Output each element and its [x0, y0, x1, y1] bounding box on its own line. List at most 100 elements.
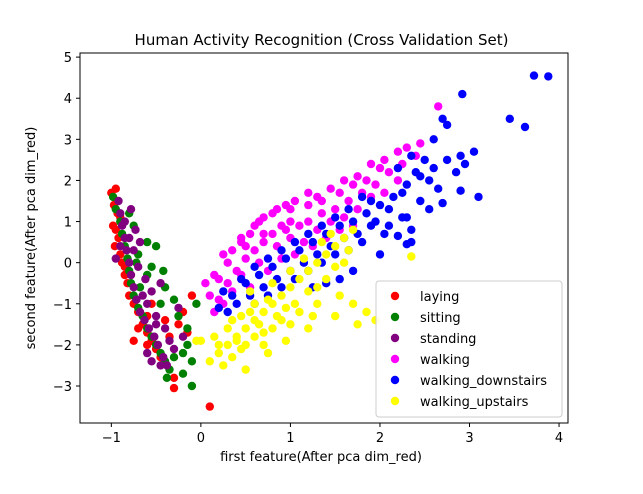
point-walking_downstairs: [402, 180, 411, 189]
point-walking: [393, 176, 403, 185]
point-walking_downstairs: [442, 120, 452, 130]
point-standing: [140, 316, 149, 325]
chart-title: Human Activity Recognition (Cross Valida…: [135, 31, 509, 49]
point-laying: [134, 324, 143, 333]
point-walking_upstairs: [335, 291, 344, 300]
point-walking_downstairs: [425, 176, 434, 185]
x-tick-label: 4: [555, 431, 563, 446]
point-walking_downstairs: [317, 221, 326, 230]
point-standing: [120, 217, 129, 226]
x-tick-label: −1: [102, 431, 121, 446]
point-walking_upstairs: [313, 299, 322, 308]
point-walking_downstairs: [254, 270, 264, 280]
point-walking_upstairs: [353, 320, 362, 329]
point-walking: [228, 246, 237, 255]
point-walking_downstairs: [416, 196, 425, 206]
point-standing: [165, 336, 174, 345]
point-standing: [169, 344, 179, 354]
point-walking_downstairs: [398, 213, 407, 222]
point-walking_upstairs: [290, 299, 300, 308]
point-walking: [384, 168, 394, 177]
point-walking: [250, 246, 259, 255]
point-walking_upstairs: [281, 336, 291, 345]
point-walking_upstairs: [241, 365, 250, 374]
y-tick-label: −1: [53, 298, 72, 313]
point-standing: [132, 295, 141, 304]
point-walking_upstairs: [259, 340, 268, 350]
point-sitting: [156, 299, 165, 308]
point-standing: [150, 332, 159, 341]
point-walking_upstairs: [304, 324, 313, 333]
point-walking_upstairs: [250, 299, 259, 308]
point-sitting: [178, 369, 188, 378]
point-walking: [304, 188, 313, 197]
point-walking: [317, 196, 326, 206]
point-walking_downstairs: [393, 231, 403, 241]
point-walking_upstairs: [295, 274, 304, 284]
point-walking: [434, 102, 443, 111]
point-walking: [353, 172, 362, 181]
point-standing: [141, 274, 150, 284]
point-walking: [210, 270, 219, 280]
point-walking_upstairs: [317, 237, 326, 247]
point-walking_downstairs: [529, 71, 539, 80]
point-laying: [205, 402, 214, 411]
point-walking_upstairs: [268, 279, 277, 288]
point-sitting: [169, 295, 179, 304]
point-standing: [125, 233, 134, 243]
point-walking_downstairs: [263, 254, 273, 263]
point-walking_upstairs: [295, 307, 304, 317]
point-standing: [174, 303, 183, 313]
point-walking_downstairs: [438, 114, 447, 124]
point-walking_downstairs: [331, 250, 340, 259]
point-walking_upstairs: [308, 311, 317, 321]
point-sitting: [169, 353, 179, 362]
point-walking_downstairs: [335, 221, 344, 230]
point-walking_downstairs: [228, 291, 237, 300]
x-axis-label: first feature(After pca dim_red): [220, 450, 422, 465]
point-standing: [153, 340, 163, 350]
point-laying: [111, 184, 121, 193]
point-walking_upstairs: [313, 258, 322, 267]
point-walking_upstairs: [259, 328, 268, 337]
point-walking_downstairs: [295, 246, 304, 255]
point-walking_upstairs: [313, 283, 322, 292]
point-walking_downstairs: [384, 221, 394, 230]
y-tick-label: 3: [64, 133, 72, 148]
point-walking_downstairs: [331, 213, 340, 222]
legend-label: standing: [420, 332, 476, 347]
point-walking_downstairs: [366, 196, 376, 206]
point-walking_downstairs: [393, 163, 403, 173]
point-walking_downstairs: [371, 217, 380, 226]
point-walking_downstairs: [429, 135, 438, 144]
point-walking: [286, 217, 295, 226]
point-standing: [125, 258, 134, 267]
point-walking_downstairs: [250, 262, 259, 271]
point-walking_upstairs: [344, 246, 353, 255]
point-standing: [178, 332, 188, 341]
point-walking_downstairs: [277, 283, 286, 292]
point-standing: [111, 254, 121, 263]
point-walking_downstairs: [348, 266, 358, 276]
point-walking: [245, 229, 255, 239]
point-walking_upstairs: [339, 258, 349, 267]
point-walking: [344, 196, 353, 206]
point-walking_upstairs: [214, 348, 223, 358]
point-sitting: [174, 311, 183, 321]
legend-frame: [375, 280, 563, 418]
point-walking: [371, 180, 380, 189]
point-walking: [416, 139, 425, 148]
point-standing: [156, 361, 165, 370]
point-walking_upstairs: [299, 254, 309, 263]
point-walking_upstairs: [277, 291, 286, 300]
point-walking: [223, 258, 232, 267]
point-walking: [335, 188, 344, 197]
point-walking_upstairs: [331, 311, 340, 321]
point-walking_downstairs: [402, 240, 411, 249]
point-sitting: [143, 237, 152, 247]
point-walking_upstairs: [245, 287, 255, 296]
point-standing: [122, 246, 131, 255]
point-walking_upstairs: [210, 332, 219, 341]
point-walking: [375, 163, 385, 173]
point-walking: [331, 205, 340, 214]
